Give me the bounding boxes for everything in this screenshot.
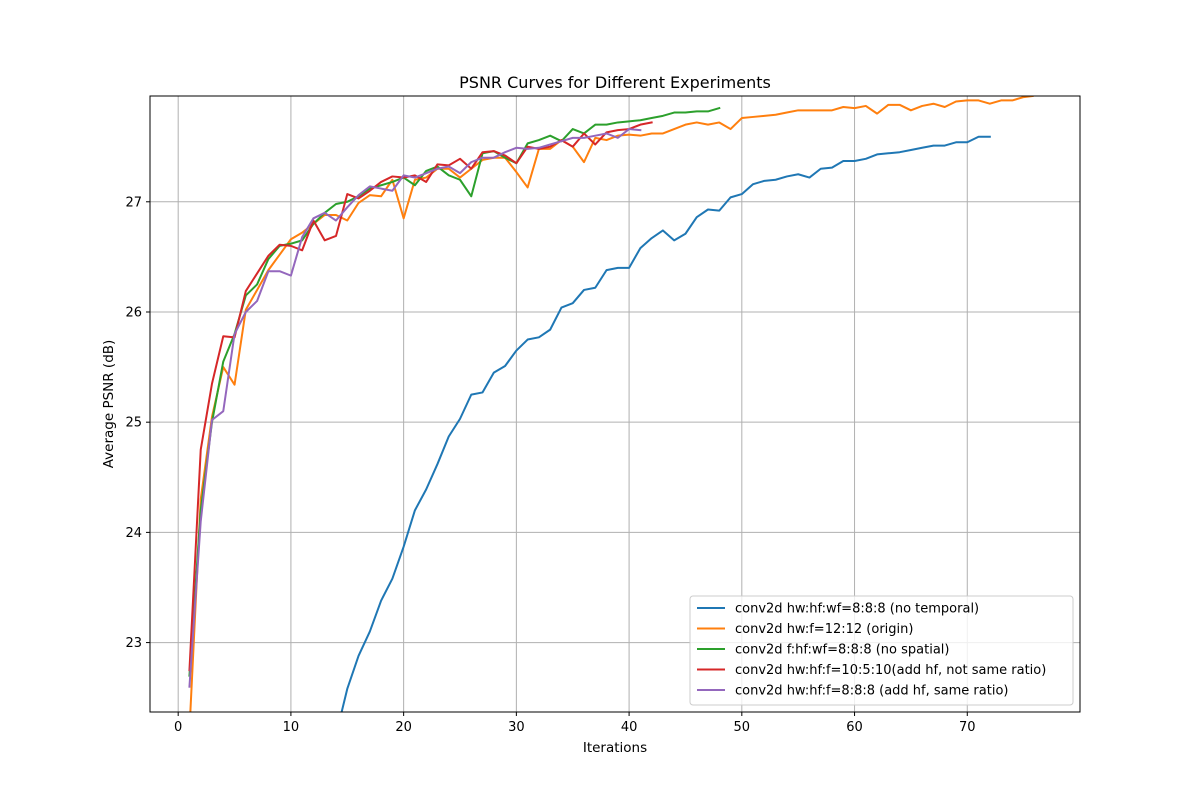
y-tick-label: 27 xyxy=(125,195,142,210)
y-tick-label: 25 xyxy=(125,416,142,431)
x-tick-label: 70 xyxy=(959,720,976,735)
legend-label: conv2d hw:hf:wf=8:8:8 (no temporal) xyxy=(735,602,979,617)
legend-label: conv2d hw:hf:f=8:8:8 (add hf, same ratio… xyxy=(735,684,1008,699)
x-tick-label: 10 xyxy=(283,720,300,735)
x-axis-title: Iterations xyxy=(583,740,647,756)
x-tick-label: 30 xyxy=(508,720,525,735)
series-line-2 xyxy=(189,96,1034,712)
x-tick-label: 60 xyxy=(846,720,863,735)
series-line-1 xyxy=(340,135,991,712)
legend-label: conv2d f:hf:wf=8:8:8 (no spatial) xyxy=(735,643,949,658)
legend-label: conv2d hw:f=12:12 (origin) xyxy=(735,622,913,637)
legend: conv2d hw:hf:wf=8:8:8 (no temporal) conv2… xyxy=(689,595,1074,706)
y-tick-label: 26 xyxy=(125,305,142,320)
y-axis-title: Average PSNR (dB) xyxy=(101,340,117,469)
y-axis-ticks: 23 24 25 26 27 xyxy=(125,195,150,651)
x-tick-label: 40 xyxy=(621,720,638,735)
series-line-4 xyxy=(188,121,653,672)
x-tick-label: 0 xyxy=(174,720,182,735)
x-axis-ticks: 0 10 20 30 40 50 60 70 xyxy=(174,712,976,735)
x-tick-label: 20 xyxy=(395,720,412,735)
plot-frame xyxy=(149,95,1081,713)
legend-box xyxy=(689,595,1074,706)
y-tick-label: 24 xyxy=(125,526,142,541)
series-layer xyxy=(188,96,1034,712)
x-tick-label: 50 xyxy=(734,720,751,735)
y-tick-label: 23 xyxy=(125,636,142,651)
chart-title: PSNR Curves for Different Experiments xyxy=(459,73,771,92)
series-line-5 xyxy=(188,128,642,688)
series-line-3 xyxy=(188,106,721,677)
legend-label: conv2d hw:hf:f=10:5:10(add hf, not same … xyxy=(735,663,1046,678)
grid-lines xyxy=(150,96,1080,712)
